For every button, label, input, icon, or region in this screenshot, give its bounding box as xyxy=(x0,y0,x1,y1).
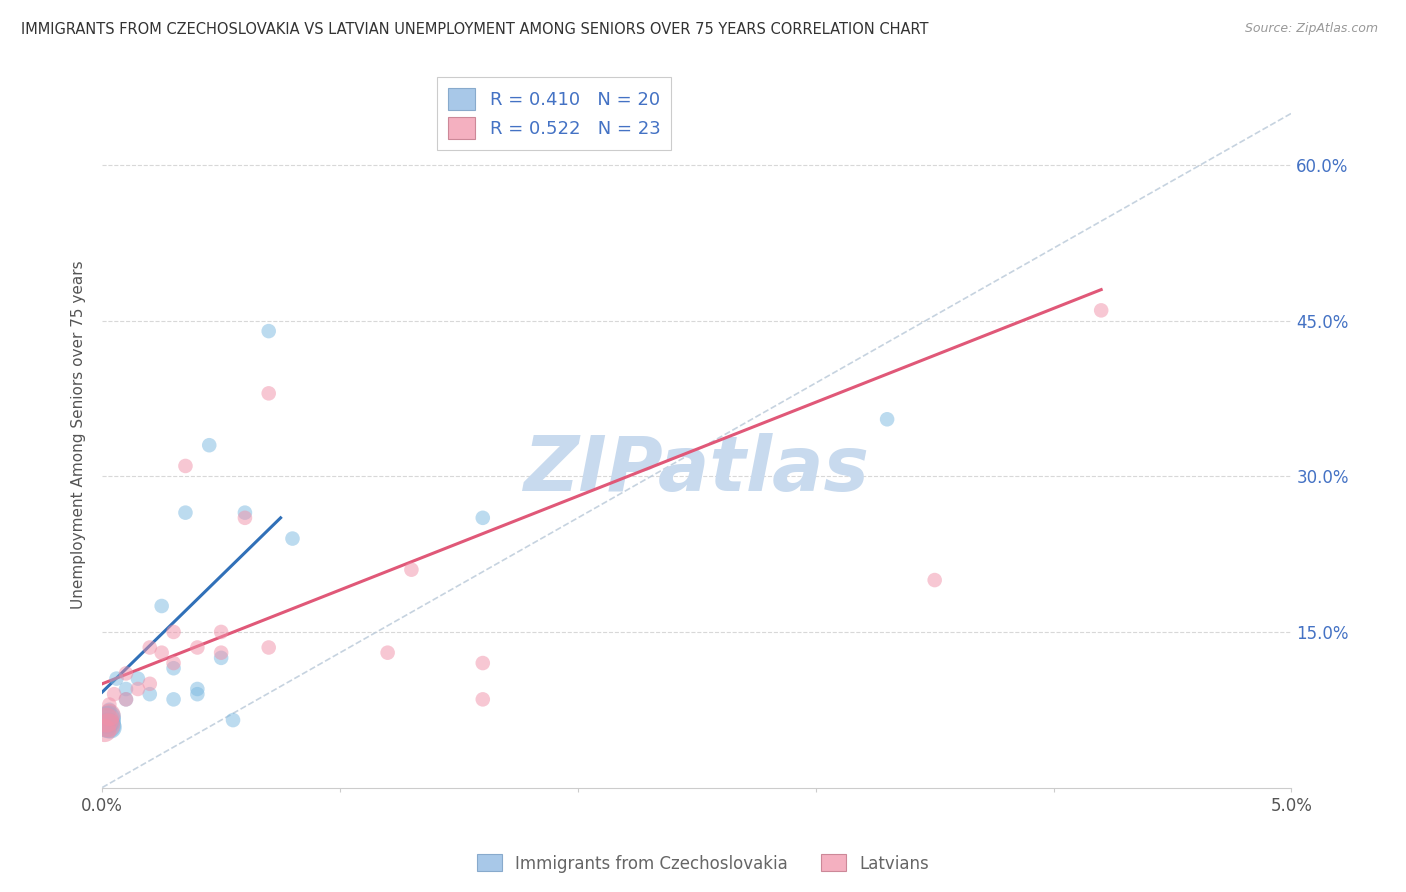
Text: Source: ZipAtlas.com: Source: ZipAtlas.com xyxy=(1244,22,1378,36)
Point xyxy=(115,692,138,706)
Point xyxy=(209,651,232,665)
Point xyxy=(162,661,184,675)
Point xyxy=(471,692,494,706)
Point xyxy=(162,692,184,706)
Point xyxy=(209,646,232,660)
Legend: R = 0.410   N = 20, R = 0.522   N = 23: R = 0.410 N = 20, R = 0.522 N = 23 xyxy=(437,77,671,150)
Y-axis label: Unemployment Among Seniors over 75 years: Unemployment Among Seniors over 75 years xyxy=(72,260,86,609)
Point xyxy=(162,624,184,639)
Point xyxy=(174,458,197,473)
Point xyxy=(96,713,118,727)
Point xyxy=(281,532,304,546)
Point xyxy=(1090,303,1112,318)
Point xyxy=(97,718,120,732)
Point xyxy=(186,640,208,655)
Point xyxy=(209,624,232,639)
Point xyxy=(96,713,118,727)
Point xyxy=(98,698,121,712)
Point xyxy=(186,681,208,696)
Point xyxy=(98,707,121,722)
Point xyxy=(94,718,117,732)
Point xyxy=(103,687,125,701)
Point xyxy=(115,666,138,681)
Point xyxy=(257,640,280,655)
Point xyxy=(471,656,494,670)
Point xyxy=(257,386,280,401)
Point xyxy=(98,703,121,717)
Point xyxy=(139,677,162,691)
Point xyxy=(150,599,173,613)
Point xyxy=(198,438,221,452)
Point xyxy=(233,506,256,520)
Point xyxy=(174,506,197,520)
Point xyxy=(97,718,120,732)
Point xyxy=(98,710,121,724)
Legend: Immigrants from Czechoslovakia, Latvians: Immigrants from Czechoslovakia, Latvians xyxy=(470,847,936,880)
Point xyxy=(401,563,423,577)
Point xyxy=(233,511,256,525)
Point xyxy=(876,412,898,426)
Point xyxy=(150,646,173,660)
Point xyxy=(139,640,162,655)
Point xyxy=(186,687,208,701)
Point xyxy=(257,324,280,338)
Text: ZIPatlas: ZIPatlas xyxy=(524,434,870,508)
Point xyxy=(471,511,494,525)
Point xyxy=(924,573,946,587)
Point xyxy=(127,681,149,696)
Text: IMMIGRANTS FROM CZECHOSLOVAKIA VS LATVIAN UNEMPLOYMENT AMONG SENIORS OVER 75 YEA: IMMIGRANTS FROM CZECHOSLOVAKIA VS LATVIA… xyxy=(21,22,928,37)
Point xyxy=(127,672,149,686)
Point xyxy=(222,713,245,727)
Point xyxy=(115,692,138,706)
Point xyxy=(377,646,399,660)
Point xyxy=(100,720,122,734)
Point xyxy=(105,672,128,686)
Point xyxy=(162,656,184,670)
Point xyxy=(115,681,138,696)
Point xyxy=(93,723,115,738)
Point xyxy=(139,687,162,701)
